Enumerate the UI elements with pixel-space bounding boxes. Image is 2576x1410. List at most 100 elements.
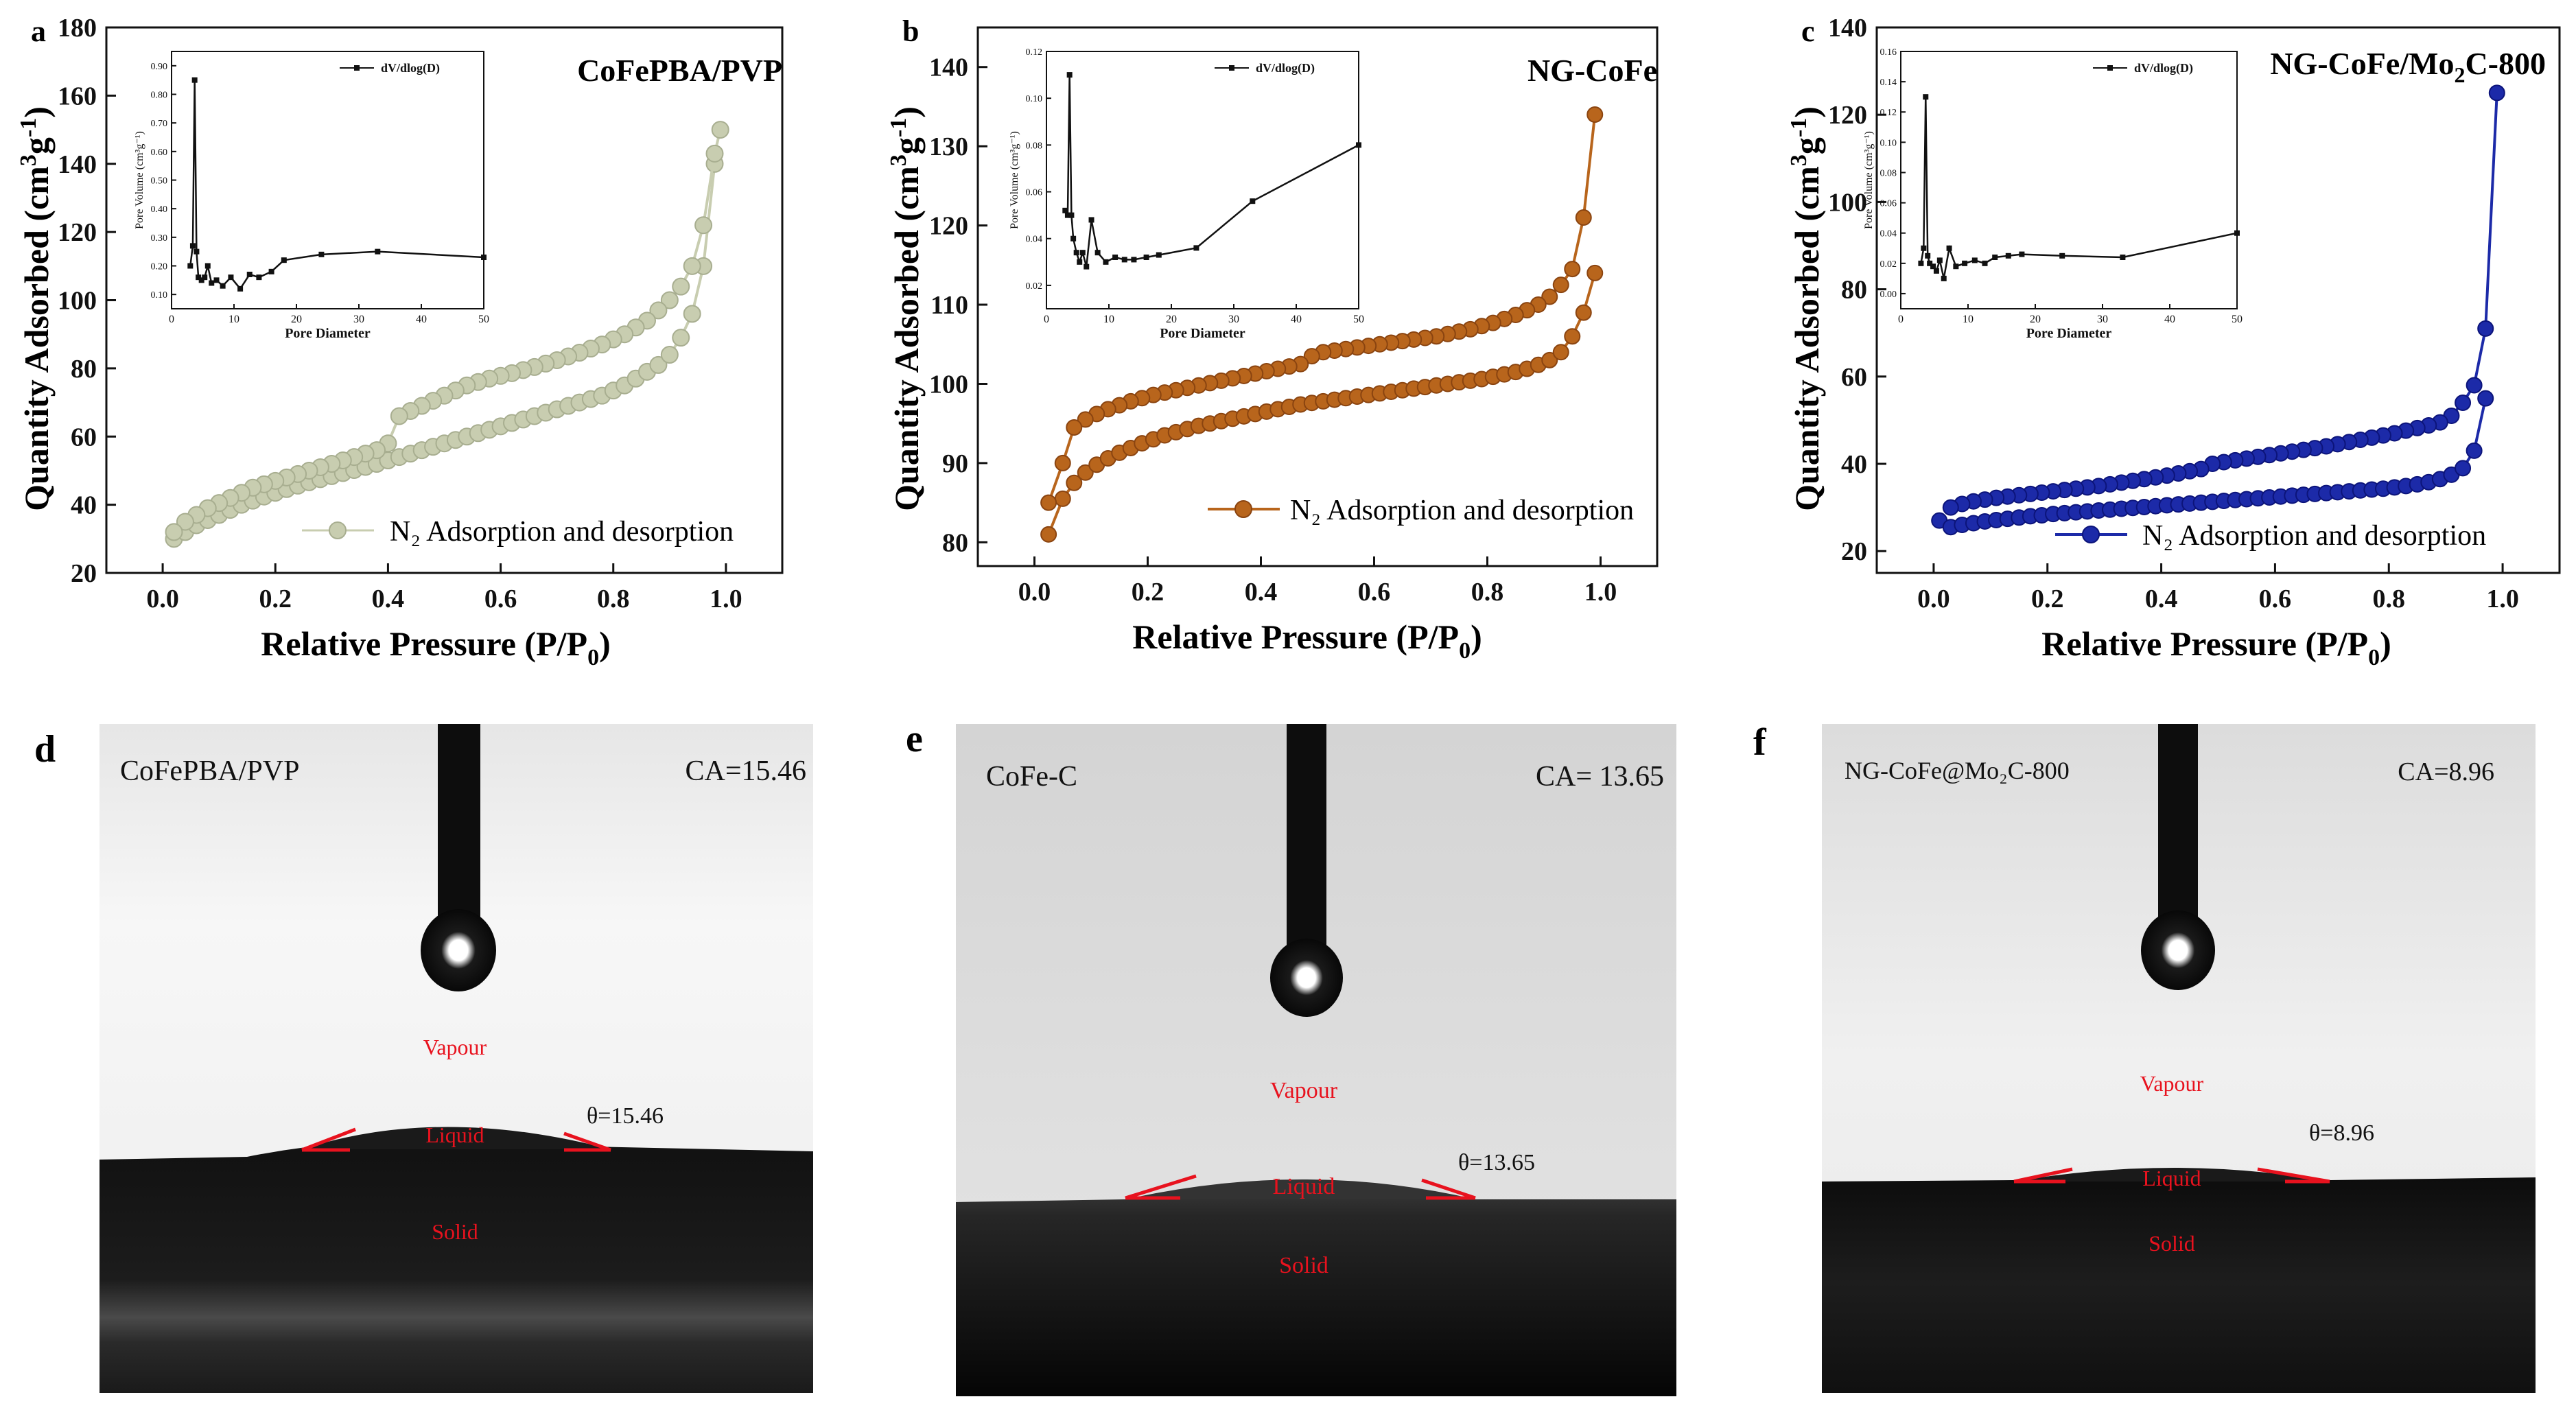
- solid-surface-e: [956, 1184, 1676, 1396]
- inset-y-tick-label-c: 0.08: [1880, 168, 1897, 178]
- inset-x-tick-label-c: 30: [2097, 314, 2108, 325]
- inset-x-tick-label-a: 30: [353, 314, 364, 325]
- inset-x-tick-label-a: 10: [229, 314, 239, 325]
- inset-data-point-c: [2234, 230, 2240, 236]
- inset-data-point-b: [1068, 212, 1075, 218]
- data-point-c: [2466, 377, 2483, 394]
- inset-data-point-c: [1992, 255, 1998, 260]
- y-tick-label-c: 120: [1828, 101, 1867, 130]
- legend-marker-a: [329, 521, 347, 539]
- inset-data-point-c: [2120, 255, 2126, 260]
- data-point-b: [1066, 419, 1083, 436]
- inset-y-tick-label-c: 0.02: [1880, 259, 1897, 270]
- inset-data-point-a: [268, 268, 274, 274]
- inset-data-point-c: [1962, 260, 1968, 266]
- x-tick-label-a: 1.0: [710, 585, 742, 613]
- inset-data-point-a: [481, 255, 487, 260]
- inset-y-tick-label-b: 0.02: [1026, 281, 1043, 292]
- angle-line-left-d: [301, 1127, 356, 1152]
- inset-data-point-a: [194, 248, 200, 255]
- panel-f: f NG-CoFe@Mo₂C-800 CA=8.96 Vapour Liquid…: [1753, 721, 2536, 1393]
- inset-data-point-a: [228, 274, 234, 281]
- inset-data-point-a: [191, 77, 198, 83]
- liquid-cap-e: [1125, 1179, 1475, 1199]
- liquid-label-d: Liquid: [425, 1123, 484, 1147]
- data-point-a: [711, 121, 729, 139]
- x-tick-label-a: 0.6: [484, 585, 517, 613]
- data-point-b: [1040, 526, 1057, 543]
- inset-data-point-a: [187, 263, 194, 269]
- inset-frame-a: [171, 51, 484, 309]
- data-point-a: [683, 305, 701, 323]
- inset-y-tick-label-a: 0.20: [151, 262, 168, 272]
- inset-y-tick-label-a: 0.50: [151, 176, 168, 187]
- liquid-cap-f: [2014, 1168, 2330, 1182]
- angle-line-right-d: [563, 1131, 611, 1152]
- inset-x-tick-label-b: 20: [1166, 314, 1177, 325]
- y-tick-label-b: 110: [930, 291, 968, 320]
- plot-frame-b: [976, 26, 1659, 567]
- y-tick-label-a: 160: [58, 82, 97, 110]
- data-point-b: [1552, 344, 1569, 361]
- inset-data-point-b: [1066, 72, 1073, 78]
- panel-letter-c: c: [1801, 14, 1815, 48]
- inset-y-tick-label-c: 0.00: [1880, 290, 1897, 300]
- inset-legend-marker-b: [1229, 65, 1234, 71]
- data-point-b: [1303, 348, 1320, 365]
- sample-title-a: CoFePBA/PVP: [577, 53, 782, 88]
- inset-y-tick-label-c: 0.10: [1880, 138, 1897, 148]
- inset-x-axis-title-b: Pore Diameter: [1160, 326, 1245, 341]
- data-point-b: [1054, 490, 1071, 507]
- sample-label-e: CoFe-C: [986, 761, 1077, 792]
- inset-data-point-c: [1941, 275, 1947, 281]
- pore-inset-chart-b: 0 10 20 30 40 50 0.02 0.04 0.06 0.08 0.10 0.12 dV/dl…: [1009, 47, 1364, 341]
- vapour-label-d: Vapour: [423, 1035, 487, 1059]
- inset-data-point-b: [1062, 207, 1068, 213]
- inset-y-tick-label-a: 0.90: [151, 62, 168, 72]
- inset-data-point-a: [204, 263, 211, 269]
- plot-frame-c: [1875, 26, 2561, 574]
- inset-y-tick-label-b: 0.10: [1026, 94, 1043, 104]
- inset-data-point-b: [1193, 245, 1199, 251]
- contact-angle-value-e: CA= 13.65: [1536, 761, 1664, 792]
- inset-y-tick-label-a: 0.40: [151, 204, 168, 215]
- legend-b: N₂ Adsorption and desorption: [1208, 495, 1634, 526]
- inset-x-tick-label-c: 10: [1963, 314, 1974, 325]
- inset-y-tick-label-c: 0.04: [1880, 229, 1897, 239]
- inset-x-tick-label-a: 50: [478, 314, 489, 325]
- legend-label-c: N₂ Adsorption and desorption: [2142, 520, 2486, 552]
- data-point-a: [694, 216, 713, 235]
- data-point-b: [1040, 494, 1057, 511]
- y-tick-label-b: 130: [929, 132, 968, 161]
- x-tick-label-b: 0.6: [1358, 578, 1391, 607]
- y-tick-label-a: 20: [71, 559, 97, 588]
- sample-label-d: CoFePBA/PVP: [120, 755, 299, 787]
- x-axis-title-c: Relative Pressure (P/P0): [2041, 624, 2391, 670]
- inset-data-point-c: [1933, 268, 1939, 274]
- inset-y-tick-label-a: 0.60: [151, 148, 168, 158]
- inset-legend-label-c: dV/dlog(D): [2134, 61, 2193, 75]
- solid-label-e: Solid: [1279, 1253, 1328, 1278]
- inset-y-tick-label-b: 0.06: [1026, 188, 1043, 198]
- needle-d: [438, 724, 480, 930]
- y-tick-label-b: 90: [942, 449, 968, 478]
- panel-letter-b: b: [902, 14, 919, 48]
- droplet-e: [1270, 939, 1343, 1017]
- liquid-label-e: Liquid: [1273, 1174, 1335, 1199]
- inset-data-point-b: [1131, 257, 1137, 263]
- data-point-a: [660, 291, 679, 309]
- inset-data-point-a: [220, 283, 226, 289]
- inset-data-point-c: [1921, 245, 1927, 251]
- theta-label-e: θ=13.65: [1458, 1150, 1535, 1175]
- inset-data-point-a: [375, 248, 381, 255]
- x-tick-label-c: 0.6: [2259, 585, 2292, 613]
- inset-data-point-b: [1084, 263, 1090, 270]
- droplet-f: [2141, 910, 2215, 990]
- y-tick-label-b: 80: [942, 528, 968, 557]
- inset-y-tick-label-c: 0.14: [1880, 78, 1897, 88]
- data-point-b: [1541, 288, 1558, 305]
- x-tick-label-b: 0.2: [1132, 578, 1164, 607]
- angle-line-left-e: [1125, 1174, 1197, 1200]
- legend-a: N₂ Adsorption and desorption: [302, 516, 734, 548]
